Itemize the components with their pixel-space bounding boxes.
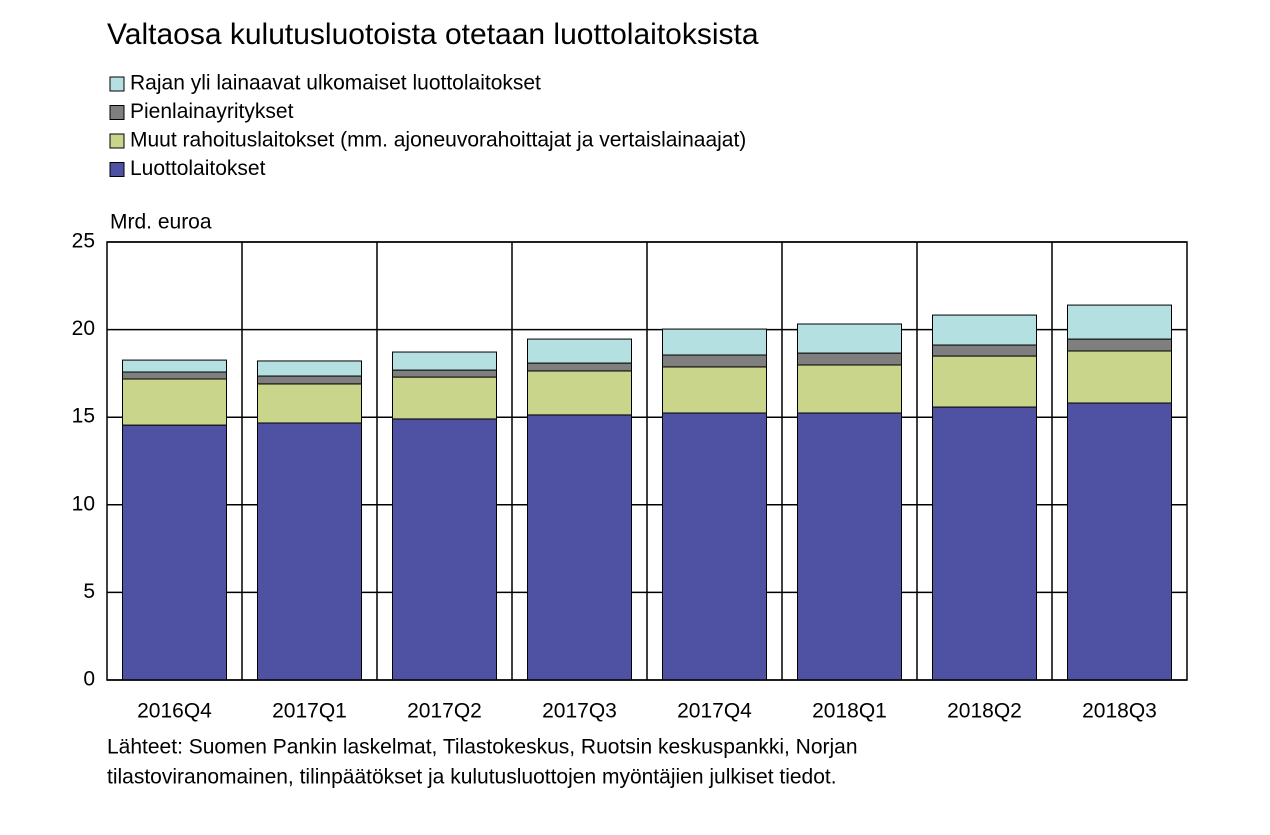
y-tick-label: 20 [72, 317, 95, 340]
bar-segment [257, 375, 362, 385]
y-tick-label: 0 [83, 668, 95, 691]
bar-segment [122, 378, 227, 426]
x-tick-label: 2017Q1 [272, 700, 347, 723]
y-tick-label: 25 [72, 230, 95, 253]
bar-segment [1067, 304, 1172, 340]
legend-swatch [109, 133, 125, 149]
bar-segment [392, 369, 497, 378]
bar-segment [392, 351, 497, 371]
bar-segment [932, 344, 1037, 357]
bar-segment [932, 314, 1037, 346]
bar-segment [527, 414, 632, 681]
legend-label: Rajan yli lainaavat ulkomaiset luottolai… [130, 72, 541, 95]
source-note: tilastoviranomainen, tilinpäätökset ja k… [107, 766, 837, 789]
bar-segment [257, 360, 362, 377]
bar-segment [527, 362, 632, 372]
x-tick-label: 2017Q2 [407, 700, 482, 723]
bar-segment [797, 352, 902, 366]
bar-segment [257, 383, 362, 424]
x-tick-label: 2018Q1 [812, 700, 887, 723]
bar-segment [527, 338, 632, 364]
bar-segment [1067, 350, 1172, 404]
bar-segment [392, 418, 497, 681]
plot-frame [106, 241, 1188, 681]
x-tick-label: 2017Q3 [542, 700, 617, 723]
y-tick-label: 15 [72, 405, 95, 428]
legend-swatch [109, 162, 125, 177]
x-tick-label: 2018Q3 [1082, 700, 1157, 723]
bar-segment [392, 376, 497, 420]
bar-segment [797, 323, 902, 354]
bar-segment [1067, 338, 1172, 352]
bar-segment [257, 422, 362, 681]
chart-title: Valtaosa kulutusluotoista otetaan luotto… [107, 18, 759, 51]
bar-segment [122, 359, 227, 373]
bar-segment [662, 354, 767, 368]
bar-segment [662, 412, 767, 681]
y-axis-label: Mrd. euroa [110, 211, 212, 234]
x-tick-label: 2018Q2 [947, 700, 1022, 723]
legend-label: Luottolaitokset [130, 157, 266, 180]
bar-segment [122, 424, 227, 681]
bar-segment [122, 371, 227, 380]
bar-segment [797, 412, 902, 681]
bar-segment [1067, 402, 1172, 681]
x-tick-label: 2017Q4 [677, 700, 752, 723]
bar-segment [932, 355, 1037, 408]
y-tick-label: 5 [83, 580, 95, 603]
bar-segment [932, 406, 1037, 681]
bar-segment [662, 328, 767, 356]
x-tick-label: 2016Q4 [137, 700, 212, 723]
bar-segment [527, 370, 632, 416]
legend-swatch [109, 76, 125, 92]
legend-label: Pienlainayritykset [130, 100, 294, 123]
bar-segment [797, 364, 902, 414]
bar-segment [662, 366, 767, 414]
legend-swatch [109, 105, 125, 120]
source-note: Lähteet: Suomen Pankin laskelmat, Tilast… [107, 736, 858, 759]
legend-label: Muut rahoituslaitokset (mm. ajoneuvoraho… [130, 129, 746, 152]
y-tick-label: 10 [72, 492, 95, 515]
